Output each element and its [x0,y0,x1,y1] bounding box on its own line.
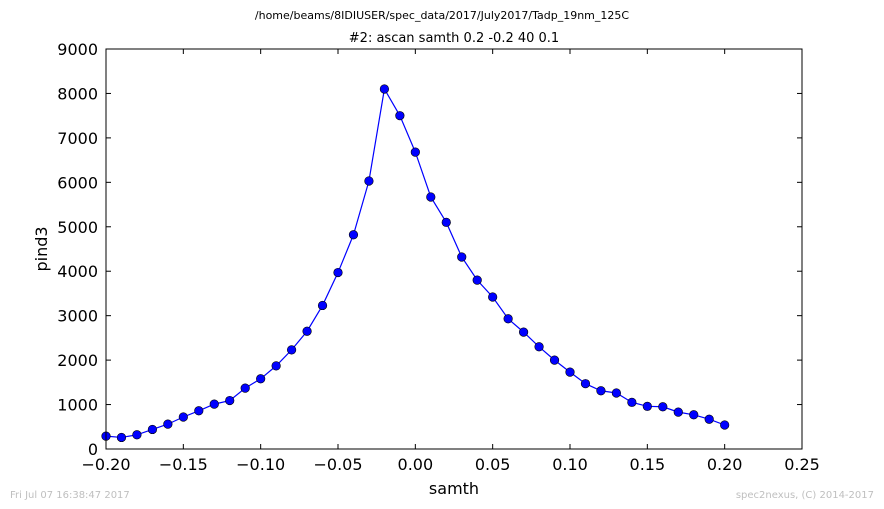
data-point [302,326,312,336]
data-point [642,401,652,411]
data-point [457,252,467,262]
data-point [673,407,683,417]
data-point [472,275,482,285]
data-point [611,388,622,398]
data-point [426,192,436,202]
data-point [132,430,142,440]
file-path-header: /home/beams/8IDIUSER/spec_data/2017/July… [255,9,630,22]
data-point [534,342,544,352]
y-tick-label: 3000 [57,307,98,326]
x-tick-label: 0.25 [784,455,820,474]
x-tick-label: −0.15 [159,455,208,474]
data-point [163,419,173,429]
data-point [317,300,328,311]
x-tick-label: 0.15 [630,455,666,474]
data-point [147,424,157,435]
x-tick-label: −0.10 [236,455,285,474]
y-tick-label: 6000 [57,173,98,192]
data-point [379,84,390,94]
data-point [658,402,668,412]
y-tick-label: 1000 [57,396,98,415]
data-point [720,420,730,430]
data-point [209,399,219,409]
footer-timestamp: Fri Jul 07 16:38:47 2017 [10,490,130,501]
data-point [364,176,374,186]
data-point [178,412,188,422]
data-point [240,383,250,393]
data-point [194,406,204,416]
data-point [333,267,343,278]
chart-title: #2: ascan samth 0.2 -0.2 40 0.1 [349,31,559,46]
data-point [441,217,451,227]
data-point [395,111,405,121]
x-tick-label: −0.05 [313,455,362,474]
footer-credit: spec2nexus, (C) 2014-2017 [736,490,874,501]
x-tick-label: 0.00 [398,455,434,474]
data-point [704,414,714,424]
data-point [410,147,420,157]
data-series [101,84,730,443]
y-tick-label: 4000 [57,262,98,281]
data-point [488,292,498,302]
data-point [627,397,637,407]
data-point [287,345,297,355]
data-point [518,327,529,337]
y-tick-label: 2000 [57,351,98,370]
data-point [225,395,235,406]
y-tick-label: 8000 [57,84,98,103]
data-point [549,355,560,365]
data-point [689,410,699,420]
x-axis-label: samth [429,479,479,498]
plot-frame [105,48,803,450]
data-point [271,361,281,371]
data-point [580,379,591,389]
y-tick-label: 0 [88,440,98,459]
axes: −0.20 −0.15 −0.10 −0.05 0.00 0.05 0.10 0.15 0.20… [57,40,820,474]
x-tick-label: 0.05 [475,455,511,474]
x-tick-label: −0.20 [81,455,130,474]
x-tick-label: 0.10 [552,455,588,474]
data-point [503,314,513,324]
x-tick-label: 0.20 [707,455,743,474]
data-point [116,432,127,443]
data-point [596,386,606,396]
y-axis-label: pind3 [32,226,51,271]
data-point [348,230,359,240]
data-point [565,367,575,377]
y-tick-label: 5000 [57,218,98,237]
y-tick-label: 9000 [57,40,98,59]
y-tick-label: 7000 [57,129,98,148]
data-point [256,374,266,384]
